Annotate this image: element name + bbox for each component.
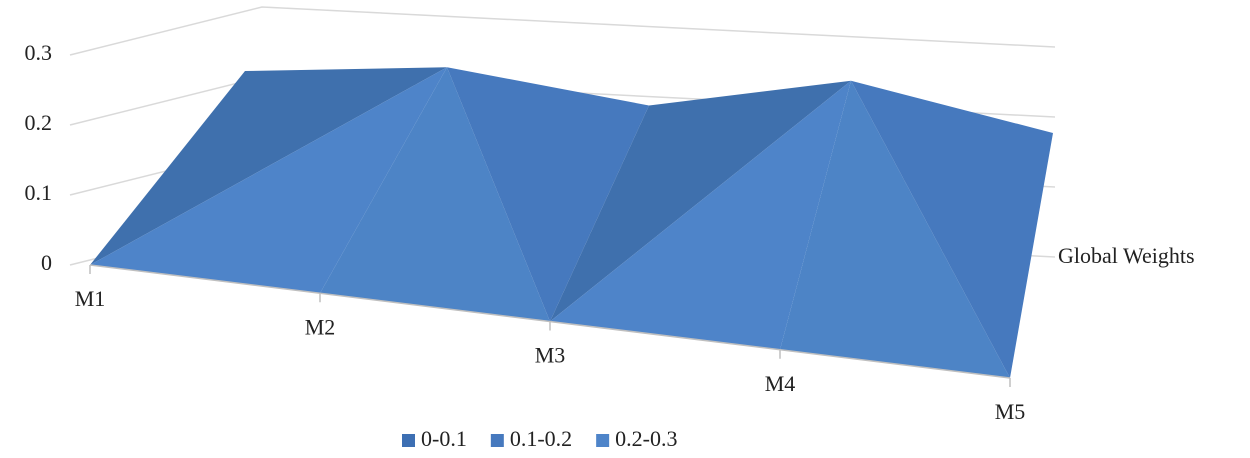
y-tick-label: 0.2 [25,110,53,135]
legend-swatch [490,434,504,447]
surface-face [851,80,1053,378]
x-tick-label: M2 [305,314,336,339]
legend-swatch [596,434,610,447]
x-tick-label: M1 [75,286,106,311]
legend-label: 0-0.1 [421,426,467,451]
x-tick-label: M5 [995,399,1026,424]
y-tick-label: 0.1 [25,180,53,205]
legend-label: 0.2-0.3 [615,426,677,451]
surface-face [320,67,550,322]
grid-line [69,6,1056,56]
series-label: Global Weights [1058,243,1195,268]
legend-swatch [402,434,415,447]
legend-label: 0.1-0.2 [510,426,572,451]
y-tick-label: 0.3 [25,40,53,65]
surface-face [780,80,1010,378]
surface-face [447,67,649,322]
surface-face [550,80,851,350]
y-tick-label: 0 [41,250,52,275]
x-tick-label: M3 [535,343,566,368]
surface-face [90,67,447,294]
x-tick-label: M4 [765,371,796,396]
